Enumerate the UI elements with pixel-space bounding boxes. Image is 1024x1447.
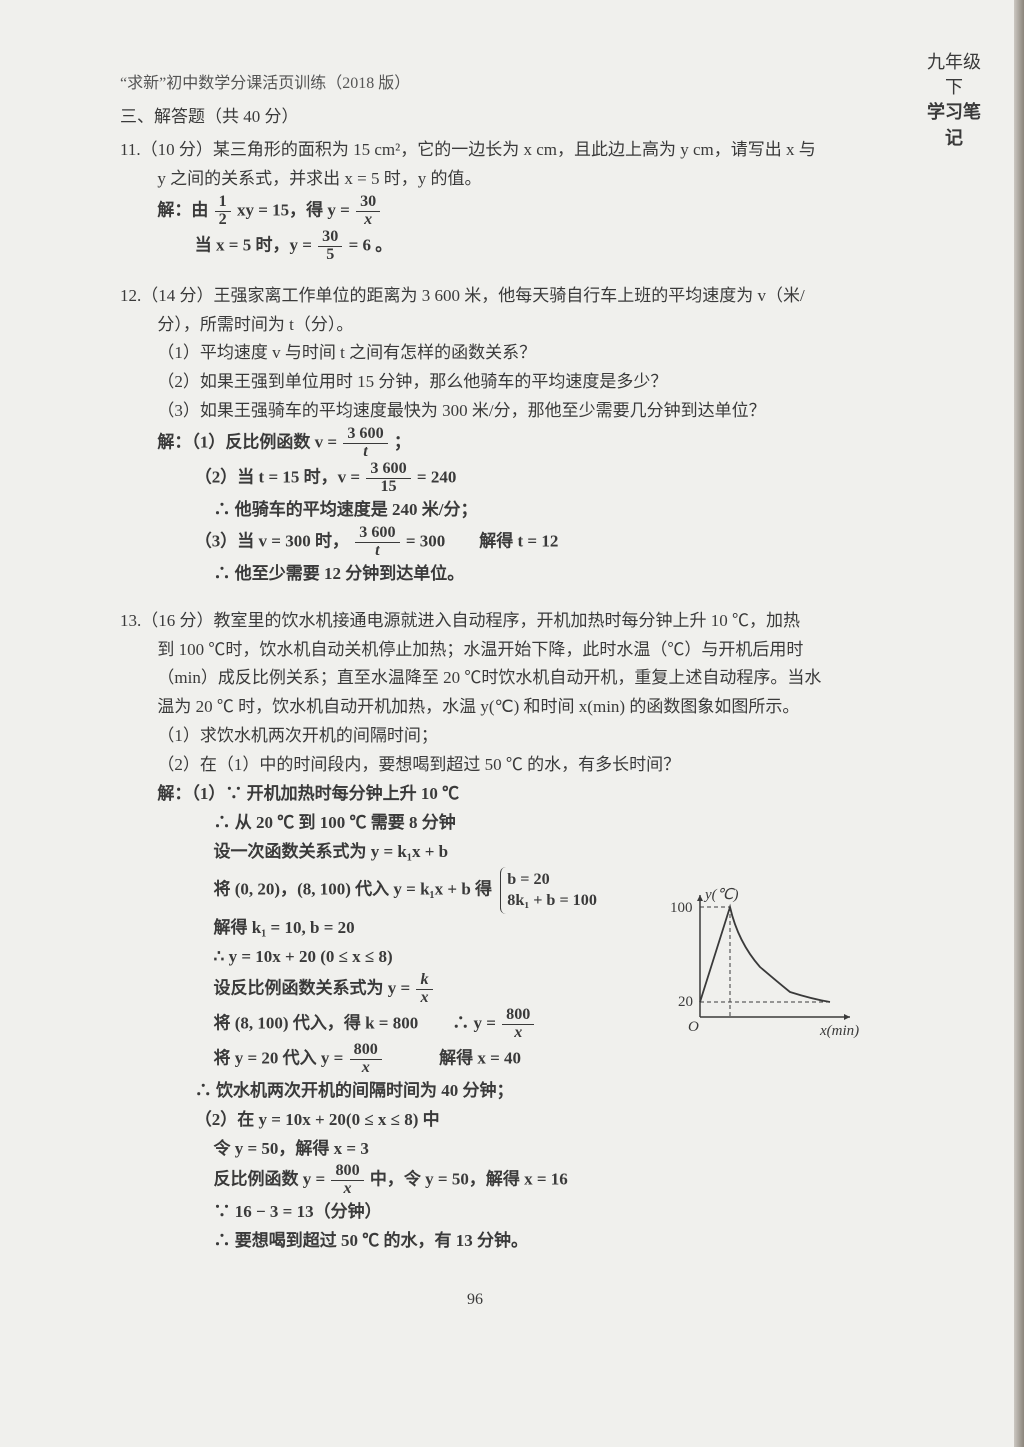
q11-line1: 11.（10 分）某三角形的面积为 15 cm²，它的一边长为 x cm，且此边… <box>120 136 830 165</box>
text: 解：（1）反比例函数 v = <box>157 432 341 451</box>
q12-sub3: （3）如果王强骑车的平均速度最快为 300 米/分，那他至少需要几分钟到达单位？ <box>120 397 830 426</box>
q13-line4: 温为 20 ℃ 时，饮水机自动开机加热，水温 y(℃) 和时间 x(min) 的… <box>120 693 830 722</box>
q13-a3: 设一次函数关系式为 y = k₁x + b <box>120 838 830 867</box>
text: 中，令 y = 50，解得 x = 16 <box>370 1170 568 1189</box>
fraction: kx <box>416 972 432 1007</box>
text: 解：由 <box>157 200 212 219</box>
text: 当 x = 5 时，y = <box>195 235 316 254</box>
section-heading: 三、解答题（共 40 分） <box>120 103 830 132</box>
svg-text:x(min): x(min) <box>819 1023 859 1039</box>
text: = 6 。 <box>349 235 393 254</box>
q13-line2: 到 100 ℃时，饮水机自动关机停止加热；水温开始下降，此时水温（℃）与开机后用… <box>120 636 830 665</box>
eq1: b = 20 <box>507 869 597 891</box>
svg-text:O: O <box>688 1019 699 1035</box>
q13-a2: ∴ 从 20 ℃ 到 100 ℃ 需要 8 分钟 <box>120 809 830 838</box>
text: 解得 x = 40 <box>388 1048 521 1067</box>
text: ； <box>394 432 411 451</box>
text: 反比例函数 y = <box>214 1170 330 1189</box>
text: 将 (8, 100) 代入，得 k = 800 ∴ y = <box>214 1013 501 1032</box>
q12-line2: 分），所需时间为 t（分）。 <box>120 311 830 340</box>
q12-answer-2b: ∴ 他骑车的平均速度是 240 米/分； <box>120 496 830 525</box>
text: 将 y = 20 代入 y = <box>214 1048 348 1067</box>
text: （3）当 v = 300 时， <box>195 531 349 550</box>
page-number: 96 <box>120 1286 830 1313</box>
svg-text:y(℃): y(℃) <box>703 887 739 903</box>
q13-b1: （2）在 y = 10x + 20(0 ≤ x ≤ 8) 中 <box>120 1106 830 1135</box>
eq2: 8k₁ + b = 100 <box>507 890 597 912</box>
text: xy = 15，得 y = <box>237 200 354 219</box>
problem-11: 11.（10 分）某三角形的面积为 15 cm²，它的一边长为 x cm，且此边… <box>120 136 830 264</box>
text: = 300 解得 t = 12 <box>406 531 559 550</box>
fraction: 800x <box>331 1163 363 1198</box>
grade-label: 九年级下 <box>924 50 984 100</box>
text: 设反比例函数关系式为 y = <box>214 978 415 997</box>
q13-a1: 解：（1）∵ 开机加热时每分钟上升 10 ℃ <box>120 780 830 809</box>
problem-13: 13.（16 分）教室里的饮水机接通电源就进入自动程序，开机加热时每分钟上升 1… <box>120 607 830 1256</box>
svg-text:100: 100 <box>670 900 693 916</box>
fraction: 3 60015 <box>366 461 410 496</box>
svg-text:20: 20 <box>678 994 693 1010</box>
page-edge-shadow <box>1014 0 1024 1447</box>
q12-answer-3b: ∴ 他至少需要 12 分钟到达单位。 <box>120 560 830 589</box>
q12-answer-3: （3）当 v = 300 时， 3 600t = 300 解得 t = 12 <box>120 525 830 560</box>
q12-answer-2: （2）当 t = 15 时，v = 3 60015 = 240 <box>120 461 830 496</box>
brace-system: b = 20 8k₁ + b = 100 <box>500 867 597 915</box>
margin-notes: 九年级下 学习笔记 <box>924 50 984 151</box>
text: （2）当 t = 15 时，v = <box>195 467 365 486</box>
notes-label: 学习笔记 <box>924 100 984 150</box>
q13-a9: 将 y = 20 代入 y = 800x 解得 x = 40 <box>120 1042 830 1077</box>
fraction: 3 600t <box>355 525 399 560</box>
q13-b2: 令 y = 50，解得 x = 3 <box>120 1135 830 1164</box>
fraction: 305 <box>318 229 342 264</box>
q11-answer-1: 解：由 12 xy = 15，得 y = 30x <box>120 194 830 229</box>
fraction: 12 <box>215 194 231 229</box>
q13-line3: （min）成反比例关系；直至水温降至 20 ℃时饮水机自动开机，重复上述自动程序… <box>120 664 830 693</box>
fraction: 800x <box>502 1007 534 1042</box>
q12-line1: 12.（14 分）王强家离工作单位的距离为 3 600 米，他每天骑自行车上班的… <box>120 282 830 311</box>
problem-12: 12.（14 分）王强家离工作单位的距离为 3 600 米，他每天骑自行车上班的… <box>120 282 830 589</box>
q11-answer-2: 当 x = 5 时，y = 305 = 6 。 <box>120 229 830 264</box>
q12-answer-1: 解：（1）反比例函数 v = 3 600t ； <box>120 426 830 461</box>
fraction: 30x <box>356 194 380 229</box>
function-graph: y(℃) x(min) O 100 20 <box>650 887 870 1047</box>
fraction: 800x <box>350 1042 382 1077</box>
page-content: “求新”初中数学分课活页训练（2018 版） 三、解答题（共 40 分） 11.… <box>50 50 870 1353</box>
q13-line1: 13.（16 分）教室里的饮水机接通电源就进入自动程序，开机加热时每分钟上升 1… <box>120 607 830 636</box>
text: 将 (0, 20)，(8, 100) 代入 y = k₁x + b 得 <box>214 879 493 898</box>
q13-b4: ∵ 16 − 3 = 13（分钟） <box>120 1198 830 1227</box>
text: = 240 <box>417 467 456 486</box>
q13-b3: 反比例函数 y = 800x 中，令 y = 50，解得 x = 16 <box>120 1163 830 1198</box>
q12-sub2: （2）如果王强到单位用时 15 分钟，那么他骑车的平均速度是多少？ <box>120 368 830 397</box>
q12-sub1: （1）平均速度 v 与时间 t 之间有怎样的函数关系？ <box>120 339 830 368</box>
fraction: 3 600t <box>343 426 387 461</box>
q13-sub2: （2）在（1）中的时间段内，要想喝到超过 50 ℃ 的水，有多长时间？ <box>120 751 830 780</box>
q13-sub1: （1）求饮水机两次开机的间隔时间； <box>120 722 830 751</box>
q11-line2: y 之间的关系式，并求出 x = 5 时，y 的值。 <box>120 165 830 194</box>
q13-a10: ∴ 饮水机两次开机的间隔时间为 40 分钟； <box>120 1077 830 1106</box>
q13-b5: ∴ 要想喝到超过 50 ℃ 的水，有 13 分钟。 <box>120 1227 830 1256</box>
book-title: “求新”初中数学分课活页训练（2018 版） <box>120 70 830 97</box>
